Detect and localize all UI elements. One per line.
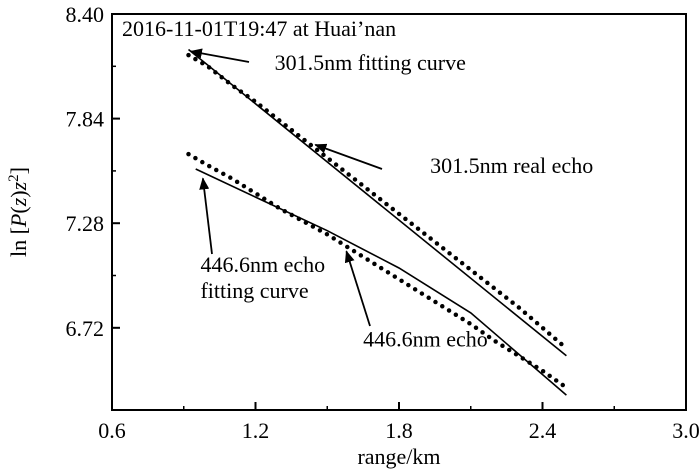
annotations-layer: 301.5nm fitting curve 301.5nm real echo 44… — [189, 48, 593, 351]
y-tick-label: 6.72 — [66, 316, 105, 341]
ann-446-fit-arrow — [199, 177, 213, 255]
x-tick-label: 2.4 — [529, 418, 557, 443]
ann-446-echo-text: 446.6nm echo — [363, 326, 488, 351]
y-axis-label-p: P — [6, 214, 31, 228]
series-446-6nm-echo-fitting-curve — [195, 168, 567, 396]
y-axis-label-z2: z — [6, 181, 31, 191]
y-axis-label-close: ) — [6, 190, 31, 197]
ann-446-echo: 446.6nm echo — [344, 250, 488, 351]
y-tick-label: 7.84 — [66, 107, 105, 132]
ann-446-fit-text: 446.6nm echo — [200, 252, 325, 277]
y-axis-label-open: ( — [6, 206, 31, 213]
ann-301-real-text: 301.5nm real echo — [430, 153, 593, 178]
ann-301-fit-arrow — [189, 48, 250, 63]
x-axis-label: range/km — [357, 444, 440, 469]
ann-446-echo-arrow — [344, 250, 371, 327]
series-446-6nm-echo — [186, 151, 569, 390]
x-tick-label: 1.8 — [385, 418, 413, 443]
x-tick-label: 0.6 — [98, 418, 126, 443]
chart-title: 2016-11-01T19:47 at Huai’nan — [122, 16, 396, 41]
ann-301-fit: 301.5nm fitting curve — [189, 48, 466, 75]
y-axis-label-suffix: ] — [6, 167, 31, 174]
series-301-5nm-fitting-curve — [187, 48, 567, 357]
y-tick-label: 7.28 — [66, 211, 105, 236]
y-tick-label: 8.40 — [66, 2, 105, 27]
ann-301-real-arrow — [314, 143, 383, 170]
series-301-5nm-real-echo — [186, 52, 569, 351]
x-tick-label: 1.2 — [242, 418, 270, 443]
y-axis-label-prefix: ln [ — [6, 227, 31, 257]
series-layer — [186, 48, 569, 396]
y-axis-label-z1: z — [6, 197, 31, 207]
y-axis-label: ln [P(z)z2] — [6, 167, 31, 257]
ticks — [111, 13, 687, 410]
ann-301-real: 301.5nm real echo — [314, 143, 593, 178]
ann-301-fit-text: 301.5nm fitting curve — [275, 50, 466, 75]
y-axis-label-exp: 2 — [6, 174, 22, 182]
x-tick-label: 3.0 — [672, 418, 700, 443]
ann-446-fit-text: fitting curve — [200, 278, 308, 303]
tick-labels: 0.6 1.2 1.8 2.4 3.0 6.72 7.28 7.84 8.40 — [66, 2, 700, 443]
